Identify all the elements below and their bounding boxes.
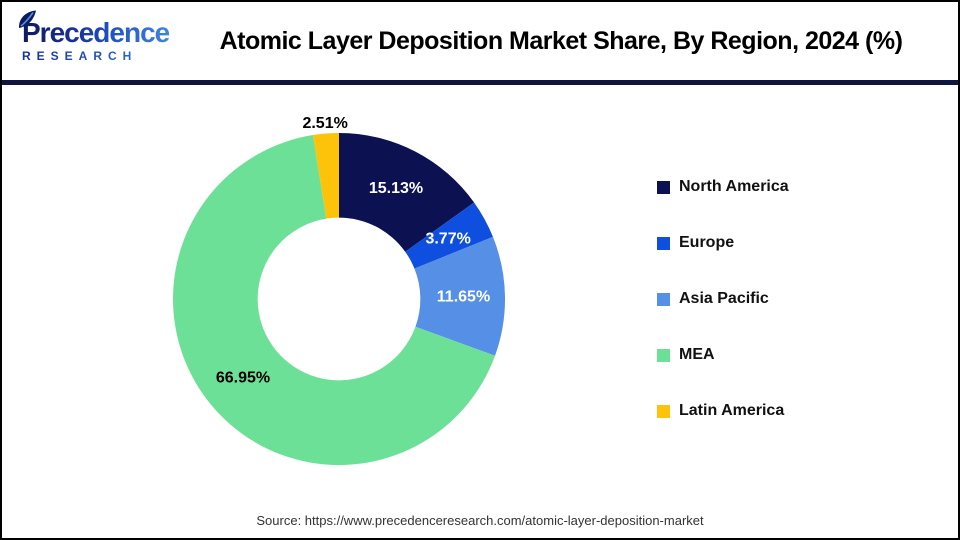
data-label-europe: 3.77% bbox=[425, 231, 470, 248]
leaf-icon bbox=[18, 10, 36, 28]
chart-legend: North America Europe Asia Pacific MEA Latin … bbox=[657, 178, 789, 458]
legend-swatch-europe bbox=[657, 236, 670, 250]
legend-swatch-north-america bbox=[657, 180, 670, 194]
legend-label-latin-america: Latin America bbox=[679, 402, 785, 419]
legend-item-mea: MEA bbox=[657, 346, 789, 364]
header-divider bbox=[2, 80, 958, 85]
legend-item-latin-america: Latin America bbox=[657, 402, 789, 420]
data-label-north-america: 15.13% bbox=[369, 180, 423, 197]
legend-item-europe: Europe bbox=[657, 234, 789, 252]
legend-label-mea: MEA bbox=[679, 346, 715, 363]
legend-label-asia-pacific: Asia Pacific bbox=[679, 290, 769, 307]
precedence-logo: Precedence RESEARCH bbox=[2, 10, 172, 63]
legend-swatch-asia-pacific bbox=[657, 292, 670, 306]
legend-item-north-america: North America bbox=[657, 178, 789, 196]
header: Precedence RESEARCH Atomic Layer Deposit… bbox=[2, 2, 958, 80]
data-label-mea: 66.95% bbox=[216, 370, 270, 387]
page-title: Atomic Layer Deposition Market Share, By… bbox=[219, 26, 903, 55]
source-line: Source: https://www.precedenceresearch.c… bbox=[256, 513, 704, 528]
pie-slice-mea bbox=[172, 135, 496, 465]
legend-item-asia-pacific: Asia Pacific bbox=[657, 290, 789, 308]
legend-label-north-america: North America bbox=[679, 178, 789, 195]
data-label-asia-pacific: 11.65% bbox=[437, 288, 490, 305]
legend-swatch-mea bbox=[657, 348, 670, 362]
pie-slice-north-america bbox=[339, 133, 475, 252]
legend-swatch-latin-america bbox=[657, 404, 670, 418]
pie-slice-europe bbox=[405, 202, 493, 269]
pie-slice-asia-pacific bbox=[414, 236, 505, 356]
donut-chart: 15.13% 3.77% 11.65% 66.95% 2.51% bbox=[172, 115, 505, 465]
logo-name: Precedence bbox=[22, 17, 170, 48]
legend-label-europe: Europe bbox=[679, 234, 735, 251]
pie-slice-latin-america bbox=[312, 133, 339, 219]
logo-subtitle: RESEARCH bbox=[22, 49, 172, 63]
data-label-latin-america: 2.51% bbox=[302, 115, 347, 132]
